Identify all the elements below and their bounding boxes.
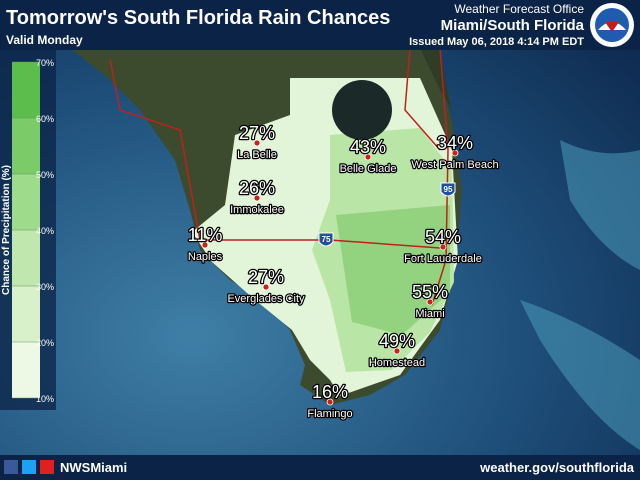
- city-name: Flamingo: [307, 408, 352, 420]
- city-name: West Palm Beach: [411, 159, 498, 171]
- city-dot: [253, 139, 261, 147]
- city-chance: 16%: [312, 382, 348, 402]
- city-chance: 27%: [239, 123, 275, 143]
- city-chance: 54%: [425, 227, 461, 247]
- legend-band: [12, 118, 40, 174]
- location: Miami/South Florida: [441, 17, 585, 34]
- legend-label: Chance of Precipitation (%): [1, 165, 12, 295]
- city-dot: [451, 149, 459, 157]
- city-name: La Belle: [237, 149, 277, 161]
- city-dot: [253, 194, 261, 202]
- office: Weather Forecast Office: [454, 2, 584, 16]
- legend-tick-label: 50%: [36, 170, 54, 180]
- social-icons: [4, 460, 54, 474]
- city-chance: 11%: [188, 225, 223, 245]
- legend-tick-label: 40%: [36, 226, 54, 236]
- shield-number: 95: [444, 185, 453, 194]
- issued: Issued May 06, 2018 4:14 PM EDT: [409, 36, 584, 48]
- legend-bar: 70% 60% 50% 40% 30% 20% 10%: [12, 58, 54, 404]
- city-name: Belle Glade: [340, 163, 397, 175]
- city-dot: [426, 298, 434, 306]
- lake-okeechobee: [332, 80, 392, 140]
- valid-day: Valid Monday: [6, 33, 83, 47]
- city-chance: 43%: [350, 137, 386, 157]
- shield: [318, 232, 334, 247]
- city-name: Immokalee: [230, 204, 284, 216]
- city-dot: [393, 347, 401, 355]
- city-chance: 34%: [437, 133, 473, 153]
- legend-tick-label: 30%: [36, 282, 54, 292]
- city-chance: 27%: [248, 267, 284, 287]
- legend-band: [12, 230, 40, 286]
- legend-band: [12, 286, 40, 342]
- city-dot: [326, 398, 334, 406]
- cities: 27% La Belle 43% Belle Glade 34% West Palm Be…: [186, 122, 499, 422]
- city-chance: 55%: [412, 282, 448, 302]
- legend-band: [12, 174, 40, 230]
- city-dot: [364, 153, 372, 161]
- city-chance: 49%: [379, 331, 415, 351]
- shield: [440, 182, 456, 197]
- city-name: Miami: [415, 308, 444, 320]
- shallows: [520, 140, 640, 450]
- city-name: Everglades City: [227, 293, 305, 305]
- legend-tick-label: 10%: [36, 394, 54, 404]
- social-handle: NWSMiami: [60, 460, 127, 475]
- legend-tick-label: 70%: [36, 58, 54, 68]
- city-dot: [201, 241, 209, 249]
- legend-tick-label: 20%: [36, 338, 54, 348]
- city-name: Homestead: [369, 357, 425, 369]
- nws-logo: [590, 3, 634, 47]
- title: Tomorrow's South Florida Rain Chances: [6, 7, 390, 29]
- website: weather.gov/southflorida: [479, 460, 635, 475]
- header-band: [0, 0, 640, 50]
- city-name: Naples: [188, 251, 223, 263]
- legend-band: [12, 342, 40, 398]
- shield-number: 75: [322, 235, 331, 244]
- city-chance: 26%: [239, 178, 275, 198]
- city-dot: [262, 283, 270, 291]
- interstate-shields: 95 75: [318, 182, 456, 247]
- legend-band: [12, 62, 40, 118]
- legend-tick-label: 60%: [36, 114, 54, 124]
- city-name: Fort Lauderdale: [404, 253, 482, 265]
- city-dot: [439, 243, 447, 251]
- footer-band: [0, 455, 640, 480]
- rain-area-high: [336, 205, 450, 335]
